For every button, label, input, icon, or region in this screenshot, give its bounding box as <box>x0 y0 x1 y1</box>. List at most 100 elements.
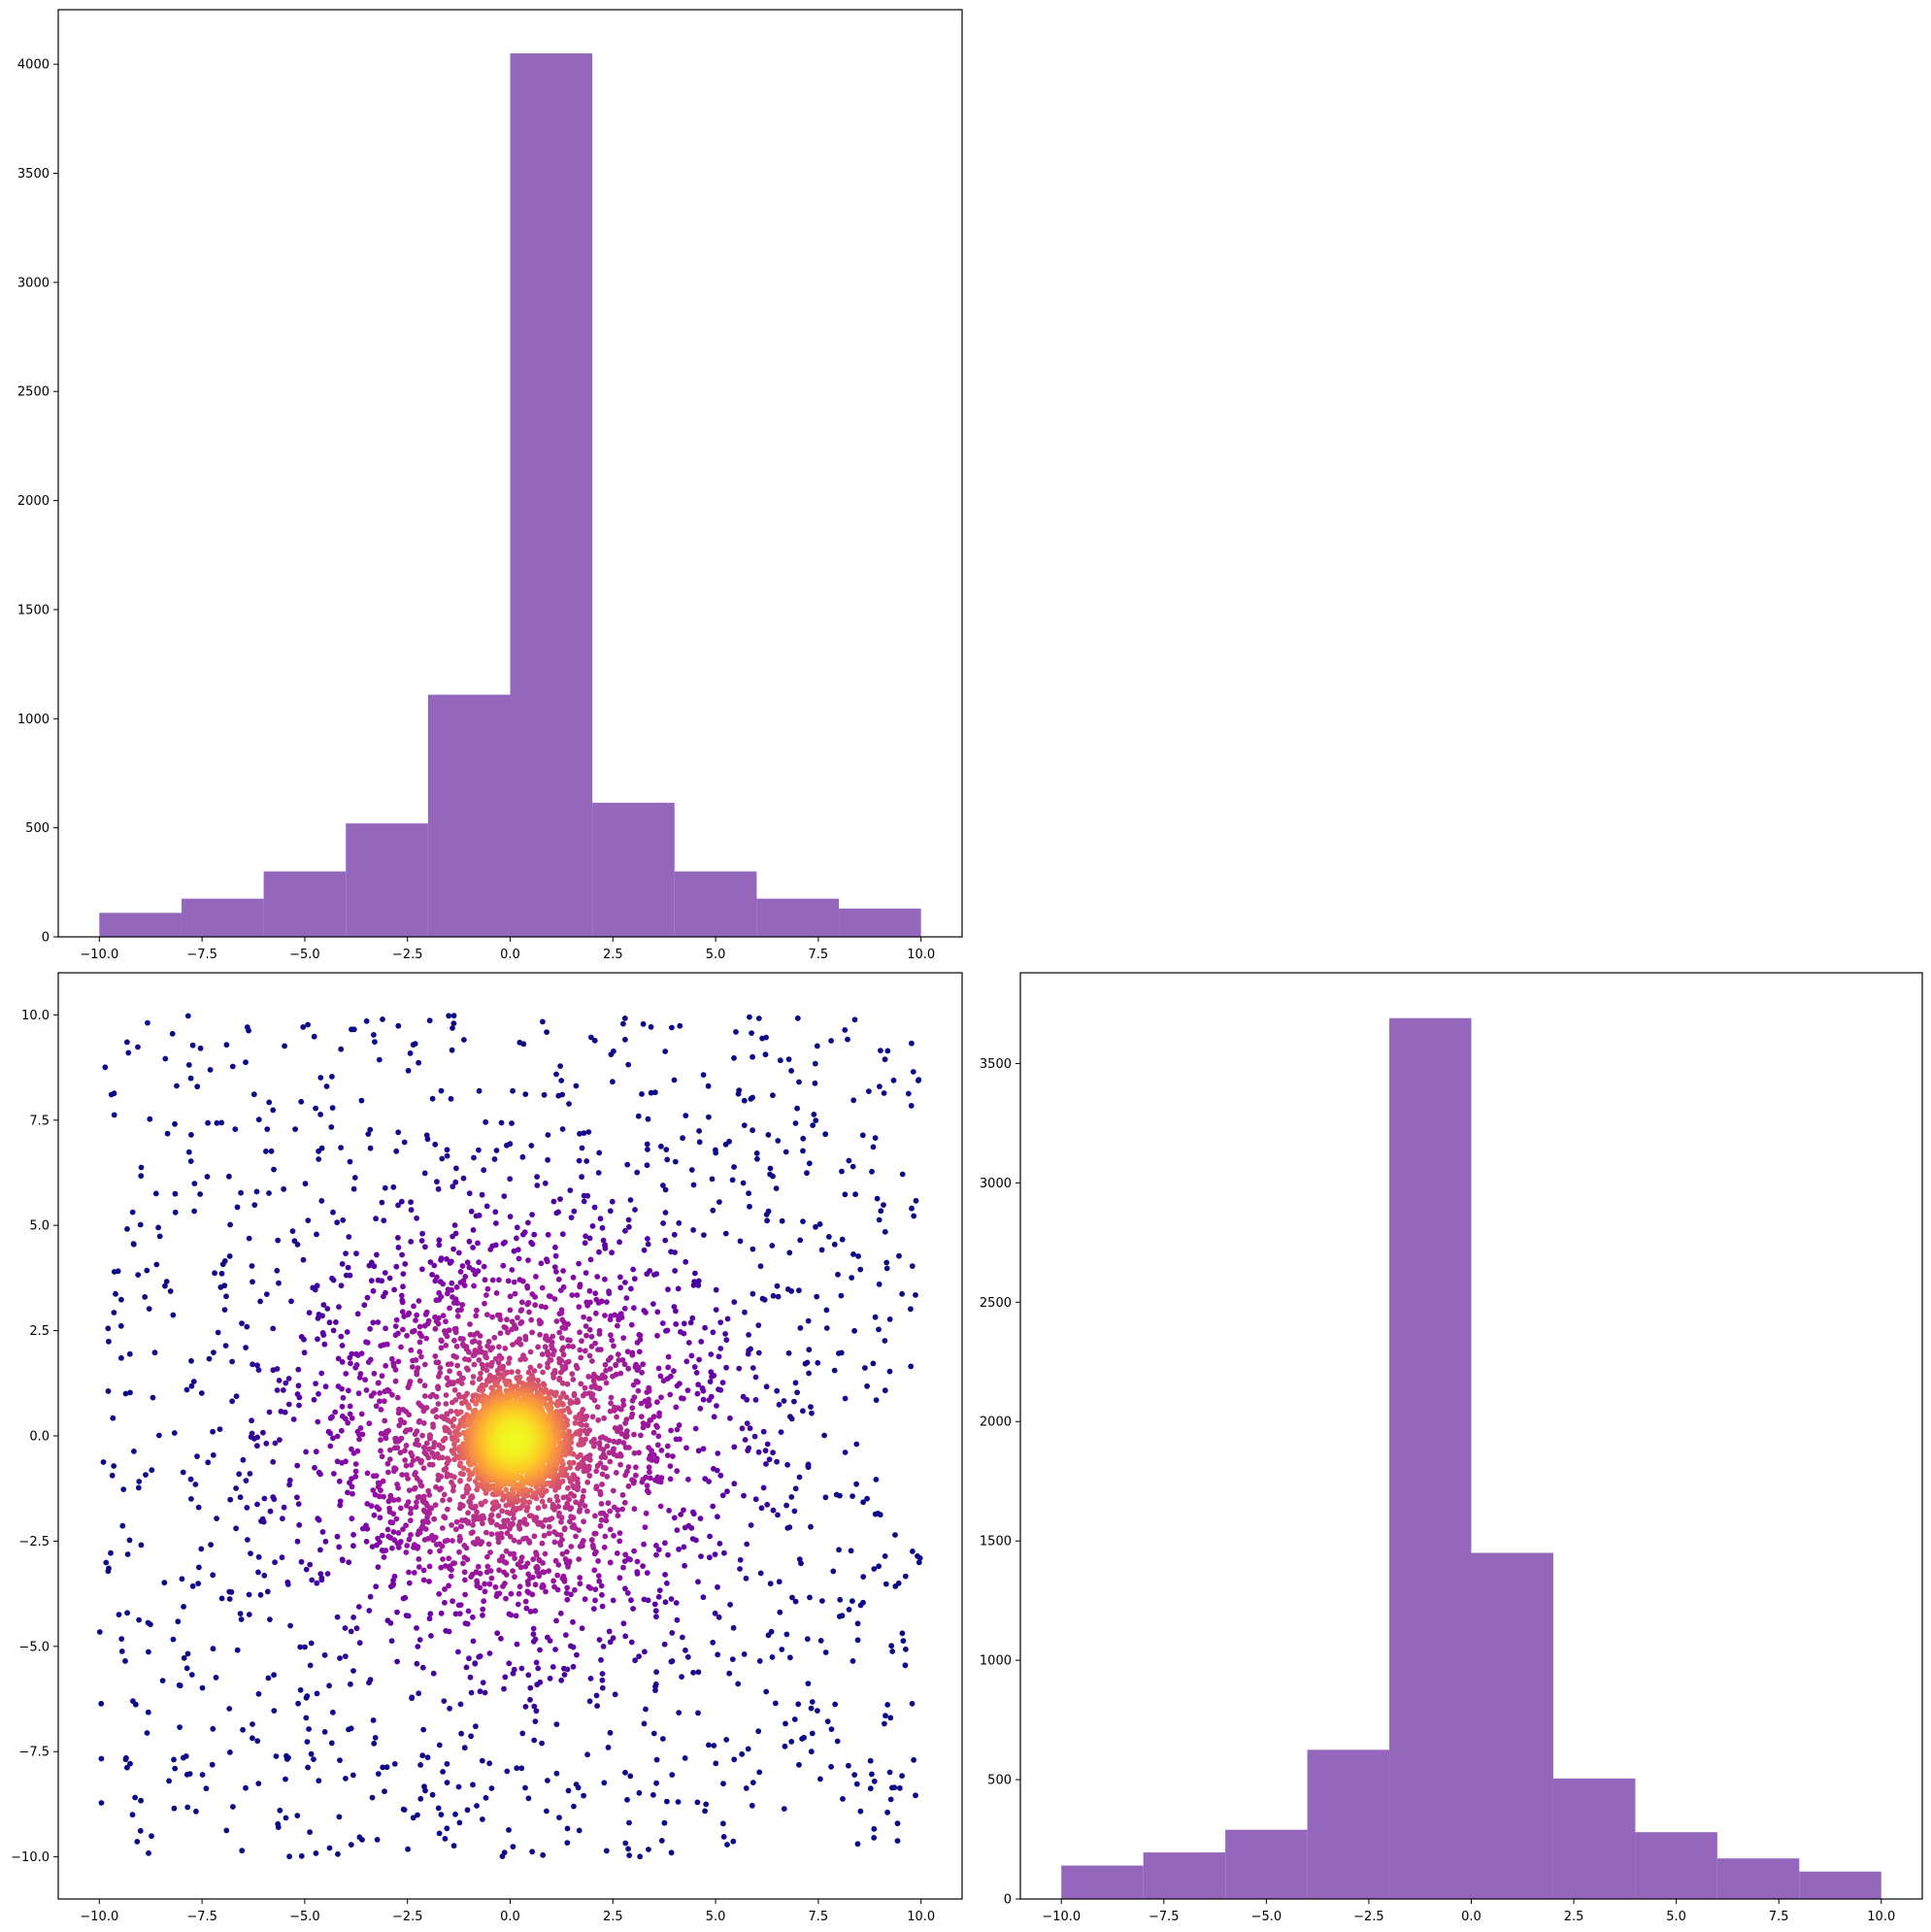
scatter-point <box>613 1470 619 1476</box>
scatter-point <box>511 1537 517 1544</box>
scatter-point <box>487 1347 494 1353</box>
scatter-point <box>395 1129 402 1136</box>
scatter-point <box>443 1318 449 1325</box>
scatter-point <box>392 1367 399 1373</box>
scatter-point <box>432 1325 439 1332</box>
scatter-point <box>611 1451 617 1457</box>
scatter-point <box>532 1608 539 1615</box>
scatter-point <box>592 1513 598 1519</box>
scatter-point <box>330 1327 337 1334</box>
scatter-point <box>779 1647 785 1652</box>
scatter-point <box>684 1653 691 1660</box>
scatter-point <box>510 1087 516 1094</box>
scatter-point <box>436 1742 443 1749</box>
scatter-point <box>737 1566 743 1572</box>
scatter-point <box>617 1461 623 1468</box>
scatter-point <box>159 1678 166 1683</box>
top-left-histogram-panel: −10.0 −7.5 −5.0 −2.5 0.0 2.5 5.0 7.5 10.00500100… <box>17 9 963 962</box>
scatter-point <box>824 1718 831 1724</box>
scatter-point <box>690 1509 696 1516</box>
scatter-point <box>383 1764 390 1771</box>
scatter-point <box>414 1660 420 1667</box>
scatter-point <box>604 1474 611 1480</box>
scatter-point <box>723 1337 730 1344</box>
histogram-bar <box>263 871 347 937</box>
scatter-point <box>118 1636 125 1642</box>
scatter-point <box>599 1603 606 1610</box>
scatter-point <box>153 1261 160 1268</box>
scatter-point <box>909 1040 915 1047</box>
scatter-point <box>733 1029 739 1035</box>
scatter-point <box>285 1401 292 1408</box>
scatter-point <box>407 1050 414 1056</box>
scatter-point <box>577 1283 583 1290</box>
scatter-point <box>594 1274 601 1280</box>
scatter-point <box>668 1658 675 1665</box>
scatter-point <box>740 1393 747 1400</box>
scatter-point <box>525 1219 531 1226</box>
scatter-point <box>443 1401 449 1407</box>
scatter-point <box>585 1374 592 1380</box>
scatter-point <box>263 1291 270 1297</box>
scatter-point <box>743 1785 749 1791</box>
scatter-point <box>315 1336 320 1343</box>
scatter-point <box>609 1249 615 1256</box>
scatter-point <box>660 1220 666 1226</box>
scatter-point <box>384 1460 391 1467</box>
scatter-point <box>460 1336 466 1343</box>
scatter-point <box>330 1709 336 1715</box>
scatter-point <box>769 1243 776 1249</box>
scatter-point <box>397 1539 404 1545</box>
scatter-point <box>398 1344 404 1350</box>
scatter-point <box>654 1442 661 1449</box>
scatter-point <box>439 1338 445 1345</box>
scatter-point <box>892 1532 898 1538</box>
scatter-point <box>846 1762 851 1769</box>
scatter-point <box>586 1235 593 1242</box>
scatter-point <box>545 1364 550 1371</box>
scatter-point <box>631 1449 638 1456</box>
scatter-point <box>558 1677 565 1683</box>
scatter-point <box>564 1500 571 1507</box>
scatter-point <box>421 1445 428 1450</box>
scatter-point <box>538 1303 545 1310</box>
scatter-point <box>598 1516 605 1523</box>
scatter-point <box>444 1761 450 1767</box>
scatter-point <box>405 1067 412 1074</box>
scatter-point <box>618 1431 625 1437</box>
scatter-point <box>118 1354 124 1361</box>
scatter-point <box>458 1307 464 1313</box>
scatter-point <box>593 1692 600 1699</box>
scatter-point <box>573 1782 580 1787</box>
scatter-point <box>694 1799 701 1806</box>
scatter-point <box>305 1217 312 1223</box>
scatter-point <box>507 1382 514 1388</box>
scatter-point <box>631 1548 637 1554</box>
scatter-point <box>620 1397 626 1404</box>
scatter-point <box>555 1503 562 1510</box>
scatter-point <box>613 1362 619 1369</box>
scatter-point <box>625 1464 632 1470</box>
scatter-point <box>577 1506 583 1513</box>
scatter-point <box>398 1198 405 1205</box>
scatter-point <box>628 1414 635 1420</box>
scatter-point <box>363 1017 370 1024</box>
y-tick-label: 500 <box>25 821 50 836</box>
scatter-point <box>365 1131 372 1137</box>
scatter-point <box>511 1279 517 1285</box>
scatter-point <box>466 1238 473 1245</box>
scatter-point <box>399 1251 405 1258</box>
scatter-point <box>274 1366 281 1372</box>
scatter-point <box>910 1549 916 1554</box>
scatter-point <box>411 1570 417 1576</box>
scatter-point <box>636 1789 643 1796</box>
scatter-point <box>537 1679 544 1685</box>
scatter-point <box>218 1119 225 1126</box>
scatter-point <box>781 1806 787 1812</box>
scatter-point <box>113 1290 118 1297</box>
scatter-point <box>902 1573 909 1580</box>
scatter-point <box>625 1483 632 1489</box>
scatter-point <box>531 1368 538 1374</box>
scatter-point <box>275 1820 282 1827</box>
scatter-point <box>372 1735 379 1741</box>
